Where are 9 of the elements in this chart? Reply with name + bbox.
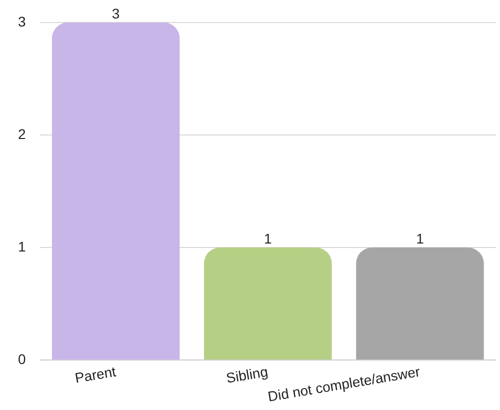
y-tick-label: 3 [18, 13, 26, 30]
data-label: 1 [264, 230, 272, 246]
data-label: 1 [416, 230, 424, 246]
data-label: 3 [112, 5, 120, 22]
y-tick-label: 2 [18, 126, 26, 142]
x-tick-label: Parent [74, 363, 118, 386]
x-tick-label: Sibling [224, 363, 270, 386]
y-tick-label: 1 [18, 238, 26, 254]
y-tick-label: 0 [18, 350, 26, 367]
